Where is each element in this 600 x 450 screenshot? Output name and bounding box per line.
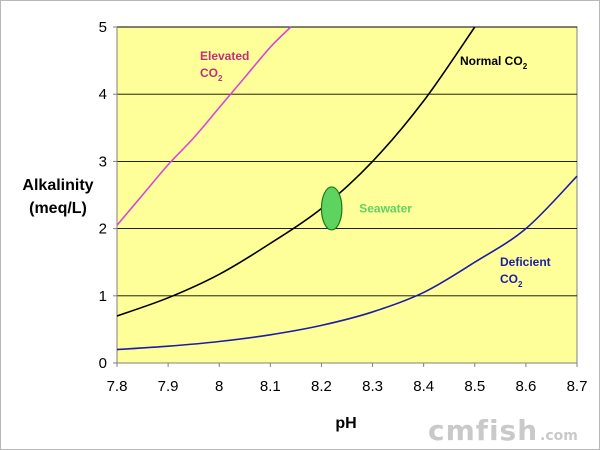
- series-line-normal: [116, 26, 476, 317]
- x-tick-label: 8.7: [567, 378, 588, 395]
- y-tick-label: 1: [99, 288, 107, 305]
- series-line-deficient: [116, 175, 578, 351]
- watermark-suffix: .com: [540, 428, 578, 444]
- x-axis-title: pH: [335, 415, 356, 432]
- series-lines: [116, 26, 578, 351]
- seawater-marker: [320, 186, 343, 231]
- x-tick-label: 8.1: [260, 378, 281, 395]
- series-label-normal: Normal CO2: [460, 54, 528, 71]
- x-tick-label: 8.5: [464, 378, 485, 395]
- x-tick-label: 8.2: [311, 378, 332, 395]
- series-label-elevated-co2: CO2: [200, 66, 223, 83]
- x-tick-label: 8: [215, 378, 223, 395]
- x-tick-label: 8.6: [515, 378, 536, 395]
- x-tick-label: 7.9: [158, 378, 179, 395]
- y-tick-label: 3: [99, 153, 107, 170]
- x-tick-label: 8.4: [413, 378, 434, 395]
- y-tick-label: 5: [99, 19, 107, 36]
- y-tick-label: 0: [99, 355, 107, 372]
- watermark-text: cmfish: [428, 414, 538, 447]
- y-tick-label: 2: [99, 221, 107, 238]
- x-tick-label: 7.8: [107, 378, 128, 395]
- y-axis-title-line2: (meq/L): [29, 200, 87, 217]
- plot-area: [116, 26, 578, 364]
- seawater-label: Seawater: [359, 201, 412, 215]
- series-label-deficient: Deficient: [500, 255, 551, 269]
- tick-labels: 7.8 7.9 8 8.1 8.2 8.3 8.4 8.5 8.6 8.7 0 1 2 3 4 5: [99, 19, 588, 395]
- series-line-elevated: [116, 26, 292, 226]
- series-label-deficient-co2: CO2: [500, 272, 523, 289]
- y-axis-title-line1: Alkalinity: [22, 177, 93, 194]
- y-tick-label: 4: [99, 86, 107, 103]
- series-label-elevated: Elevated: [200, 49, 249, 63]
- annotations: Seawater: [320, 186, 412, 231]
- gridlines: [116, 26, 577, 364]
- series-labels: Elevated CO2 Normal CO2 Deficient CO2: [200, 49, 551, 289]
- x-tick-label: 8.3: [362, 378, 383, 395]
- watermark: cmfish .com: [428, 414, 578, 447]
